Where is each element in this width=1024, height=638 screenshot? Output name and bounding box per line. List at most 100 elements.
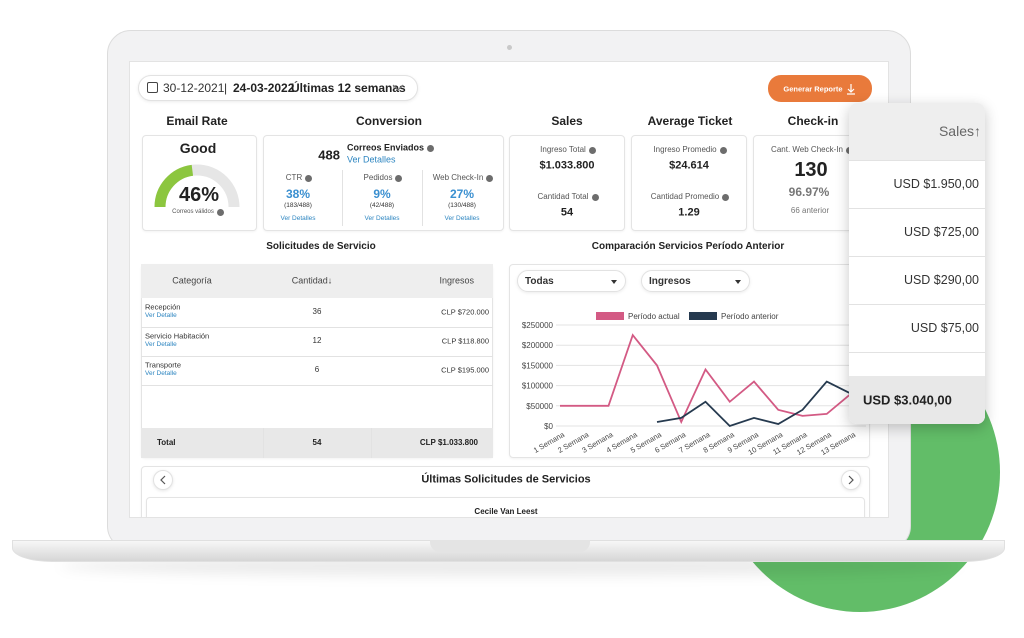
row-revenue: CLP $195.000: [441, 365, 489, 375]
comparison-card: [509, 264, 870, 458]
kpi-label: Cantidad Promedio: [650, 192, 720, 201]
info-icon[interactable]: [722, 193, 730, 201]
row-divider: [849, 160, 985, 161]
total-label: Total: [157, 438, 176, 447]
popover-total: [849, 376, 985, 424]
total-quantity: 54: [312, 438, 322, 447]
sent-count: 488: [318, 147, 340, 163]
metric-detail: (130/488): [448, 201, 476, 209]
date-from: 30-12-2021: [163, 81, 225, 95]
link[interactable]: Ver Detalle: [145, 369, 177, 377]
prev-button[interactable]: [153, 470, 173, 490]
row-category: Transporte: [145, 360, 181, 370]
info-icon[interactable]: [395, 174, 403, 182]
divider: [422, 170, 423, 226]
table-header: [141, 264, 493, 298]
note: Correos válidos: [172, 209, 214, 215]
date-picker[interactable]: [138, 75, 418, 101]
link[interactable]: Ver Detalles: [347, 154, 396, 165]
kpi-title: Sales: [551, 114, 583, 128]
conversion-card: [263, 135, 504, 231]
kpi-value: 130: [794, 159, 828, 181]
status: Good: [179, 140, 217, 156]
row-divider: [141, 356, 493, 357]
row-quantity: 6: [314, 365, 320, 374]
metric-value: 27%: [449, 187, 475, 201]
date-separator: |: [224, 81, 228, 95]
kpi-label: Cant. Web Check-In: [771, 145, 843, 154]
info-icon[interactable]: [427, 144, 435, 152]
link[interactable]: Ver Detalles: [444, 214, 480, 222]
kpi-value: 54: [560, 206, 574, 219]
period-select: Últimas 12 semanas: [291, 81, 406, 95]
screen: $0 $50000 $100000 $150000 $200000 $250000 1 Se…: [129, 61, 889, 518]
divider: [371, 428, 372, 458]
info-icon[interactable]: [719, 146, 727, 154]
metric-value: 38%: [285, 187, 311, 201]
button-label: Generar Reporte: [783, 84, 843, 94]
row-divider: [849, 256, 985, 257]
kpi-percent: 96.97%: [788, 185, 830, 199]
check-in-card: [753, 135, 863, 231]
info-icon[interactable]: [305, 174, 313, 182]
info-icon[interactable]: [486, 174, 494, 182]
row-revenue: CLP $720.000: [441, 307, 489, 317]
divider: [263, 428, 264, 458]
camera: [507, 45, 512, 50]
row-quantity: 12: [312, 336, 322, 345]
gauge-label: 46%: [178, 184, 220, 206]
kpi-value: $24.614: [669, 159, 709, 172]
section-title: Últimas Solicitudes de Servicios: [421, 473, 591, 486]
info-icon[interactable]: [216, 208, 224, 216]
link[interactable]: Ver Detalles: [280, 214, 316, 222]
filter-label: Ingresos: [649, 276, 691, 287]
laptop-notch: [430, 540, 590, 552]
metric-label: Pedidos: [363, 173, 393, 182]
row-category: Servicio Habitación: [145, 331, 210, 341]
average-ticket-card: [631, 135, 747, 231]
row-quantity: 36: [312, 307, 322, 316]
kpi-previous: 66 anterior: [790, 206, 830, 215]
recent-name[interactable]: Cecile Van Leest: [474, 507, 538, 516]
row-divider: [141, 385, 493, 386]
calendar-icon: [147, 82, 158, 93]
row-divider: [849, 208, 985, 209]
link[interactable]: Ver Detalles: [364, 214, 400, 222]
section-title: Comparación Servicios Período Anterior: [591, 241, 785, 252]
filter-dropdown[interactable]: [641, 270, 750, 292]
date-to: 24-03-2022: [233, 81, 295, 95]
next-button[interactable]: [841, 470, 861, 490]
kpi-title: Average Ticket: [647, 114, 733, 128]
kpi-title: Check-in: [787, 114, 839, 128]
sales-popover: Sales↑ USD $1.950,00 USD $725,00 USD $290,0…: [849, 103, 985, 424]
metric-detail: (42/488): [369, 201, 395, 209]
column-header: Ingresos: [439, 275, 474, 286]
info-icon[interactable]: [591, 193, 599, 201]
table-total: [141, 428, 493, 458]
row-divider: [849, 304, 985, 305]
kpi-value: $1.033.800: [539, 159, 595, 172]
kpi-label: Cantidad Total: [537, 192, 589, 201]
popover-header-label[interactable]: Sales↑: [938, 123, 981, 139]
sent-label: Correos Enviados: [347, 142, 425, 153]
filter-dropdown[interactable]: [517, 270, 626, 292]
link[interactable]: Ver Detalle: [145, 340, 177, 348]
recent-row: [146, 497, 865, 517]
metric-label: Web Check-In: [432, 173, 484, 182]
row-divider: [141, 327, 493, 328]
row-revenue: CLP $118.800: [441, 336, 489, 346]
column-header: Categoría: [172, 275, 212, 286]
popover-total-label: USD $3.040,00: [863, 392, 952, 408]
generate-report-button[interactable]: [768, 75, 872, 102]
filter-label: Todas: [525, 276, 554, 287]
column-header[interactable]: Cantidad↓: [291, 275, 333, 286]
divider: [342, 170, 343, 226]
popover-header: [849, 103, 985, 160]
sales-card: [509, 135, 625, 231]
popover-value: USD $725,00: [903, 224, 979, 239]
info-icon[interactable]: [588, 146, 596, 154]
link[interactable]: Ver Detalle: [145, 311, 177, 319]
row-category: Recepción: [145, 302, 181, 312]
kpi-value: 1.29: [678, 206, 700, 219]
